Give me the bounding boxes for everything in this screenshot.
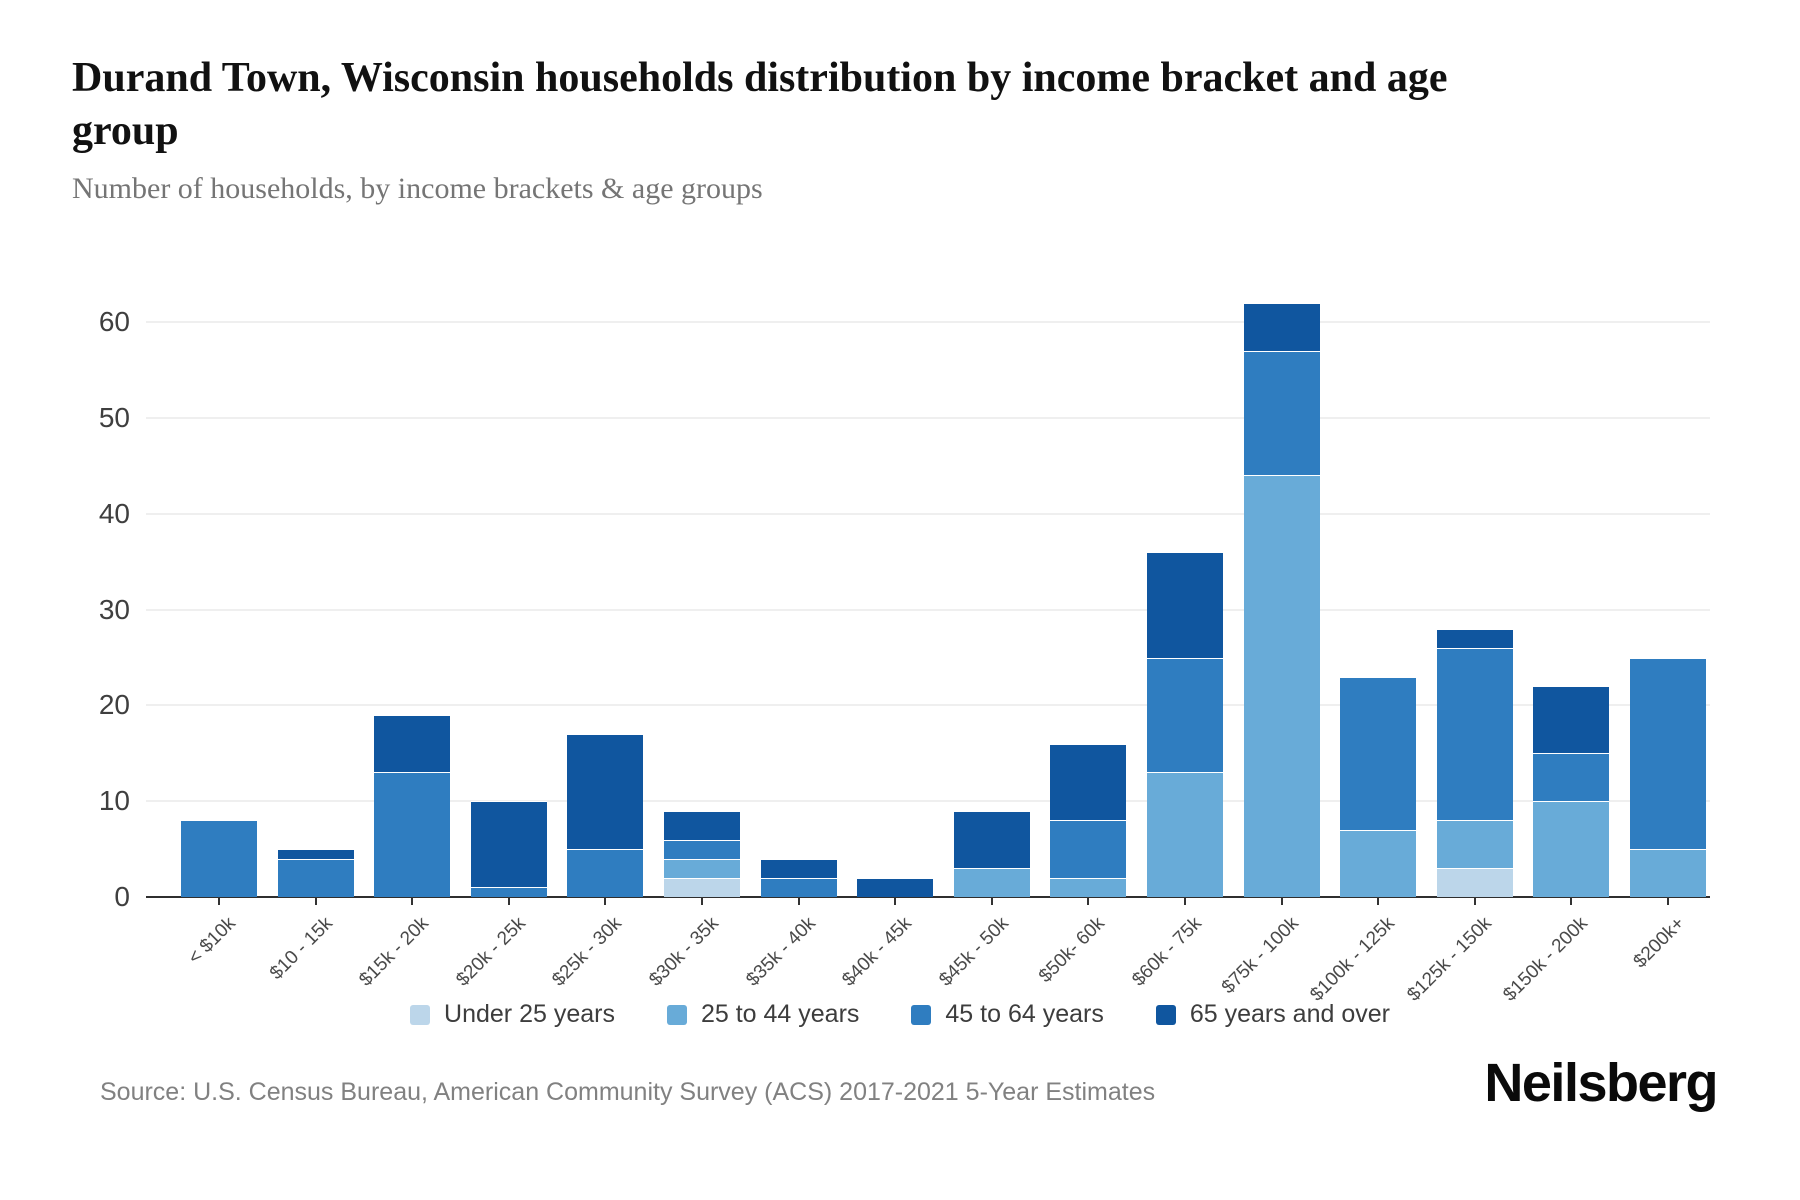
chart-legend: Under 25 years 25 to 44 years 45 to 64 yea…	[0, 1000, 1800, 1029]
neilsberg-logo: Neilsberg	[1484, 1053, 1718, 1113]
bar-segment	[760, 877, 837, 897]
legend-item: 45 to 64 years	[911, 1000, 1104, 1029]
x-tick	[604, 897, 607, 905]
x-tick	[218, 897, 220, 905]
plot-area: 0 10 20 30 40 50 60 < $10k $10 - 15k $15k - 20k $2…	[99, 260, 1710, 1006]
bar-segment	[1630, 849, 1706, 897]
y-tick-label-20: 20	[98, 689, 130, 721]
y-tick-label-60: 60	[98, 306, 130, 338]
bar-segment	[1147, 552, 1223, 658]
bar-segment	[664, 810, 740, 840]
x-tick	[314, 897, 317, 905]
y-tick-label-40: 40	[98, 497, 130, 529]
x-tick	[1184, 897, 1186, 905]
bar-segment	[857, 877, 934, 897]
bar-segment	[1243, 303, 1320, 351]
y-tick-label-30: 30	[98, 593, 130, 625]
y-tick-label-50: 50	[98, 402, 130, 433]
x-tick	[1280, 897, 1283, 905]
legend-item: 25 to 44 years	[666, 1000, 860, 1029]
bar-segment	[1243, 350, 1320, 476]
bar-segment	[1630, 657, 1706, 850]
bar-segment	[1050, 820, 1127, 878]
bar-segment	[1436, 628, 1513, 648]
bar-segment	[1533, 753, 1610, 802]
legend-swatch-icon	[1155, 1004, 1176, 1025]
bar-segment	[1147, 657, 1223, 773]
bar-segment	[470, 801, 547, 888]
bar-segment	[1243, 475, 1320, 897]
source-note: Source: U.S. Census Bureau, American Com…	[100, 1078, 1156, 1106]
legend-swatch-icon	[666, 1004, 687, 1025]
legend-label: Under 25 years	[444, 1000, 615, 1028]
bar-segment	[470, 887, 547, 897]
x-tick	[1473, 897, 1476, 905]
x-tick	[1377, 897, 1380, 905]
bar-segment	[374, 772, 451, 897]
bar-segment	[1436, 647, 1513, 821]
legend-label: 45 to 64 years	[945, 1000, 1104, 1028]
legend-swatch-icon	[911, 1004, 932, 1025]
bar-segment	[953, 810, 1030, 869]
legend-item: 65 years and over	[1155, 1000, 1390, 1029]
bar-segment	[277, 858, 354, 897]
x-tick	[990, 897, 993, 905]
x-tick	[797, 897, 800, 905]
bar-segment	[664, 839, 740, 859]
chart-subtitle: Number of households, by income brackets…	[72, 172, 763, 205]
y-tick-label-10: 10	[98, 785, 130, 817]
x-tick	[1087, 897, 1090, 905]
bar-segment	[1050, 743, 1127, 821]
gridline-60	[146, 321, 1710, 324]
x-tick	[411, 897, 414, 905]
bar-segment	[181, 820, 257, 897]
gridline-20	[146, 704, 1710, 707]
bar-segment	[277, 849, 354, 859]
gridline-30	[146, 608, 1710, 611]
bar-segment	[1533, 686, 1610, 754]
chart-title: Durand Town, Wisconsin households distri…	[72, 55, 1448, 154]
x-tick	[701, 897, 703, 905]
bar-segment	[1340, 829, 1417, 897]
bar-segment	[664, 877, 740, 897]
bar-segment	[1340, 676, 1417, 830]
bar-segment	[664, 858, 740, 878]
gridline-50	[146, 417, 1710, 419]
bar-segment	[760, 858, 837, 878]
gridline-10	[146, 800, 1710, 803]
bar-segment	[1050, 877, 1127, 897]
bar-segment	[1147, 772, 1223, 897]
legend-swatch-icon	[410, 1004, 431, 1025]
x-tick	[894, 897, 897, 905]
gridline-40	[146, 512, 1710, 515]
legend-label: 65 years and over	[1189, 1000, 1390, 1028]
legend-item: Under 25 years	[410, 1000, 615, 1029]
x-tick	[1570, 897, 1573, 905]
bar-segment	[1436, 820, 1513, 869]
bar-segment	[567, 849, 644, 897]
y-tick-label-0: 0	[114, 881, 130, 912]
x-axis-line	[146, 896, 1710, 898]
x-tick	[507, 897, 510, 905]
bar-segment	[567, 734, 644, 850]
bar-segment	[1533, 801, 1610, 897]
legend-label: 25 to 44 years	[700, 1000, 860, 1028]
bar-segment	[953, 868, 1030, 897]
bar-segment	[374, 715, 451, 773]
bar-segment	[1436, 868, 1513, 897]
x-tick	[1667, 897, 1669, 905]
